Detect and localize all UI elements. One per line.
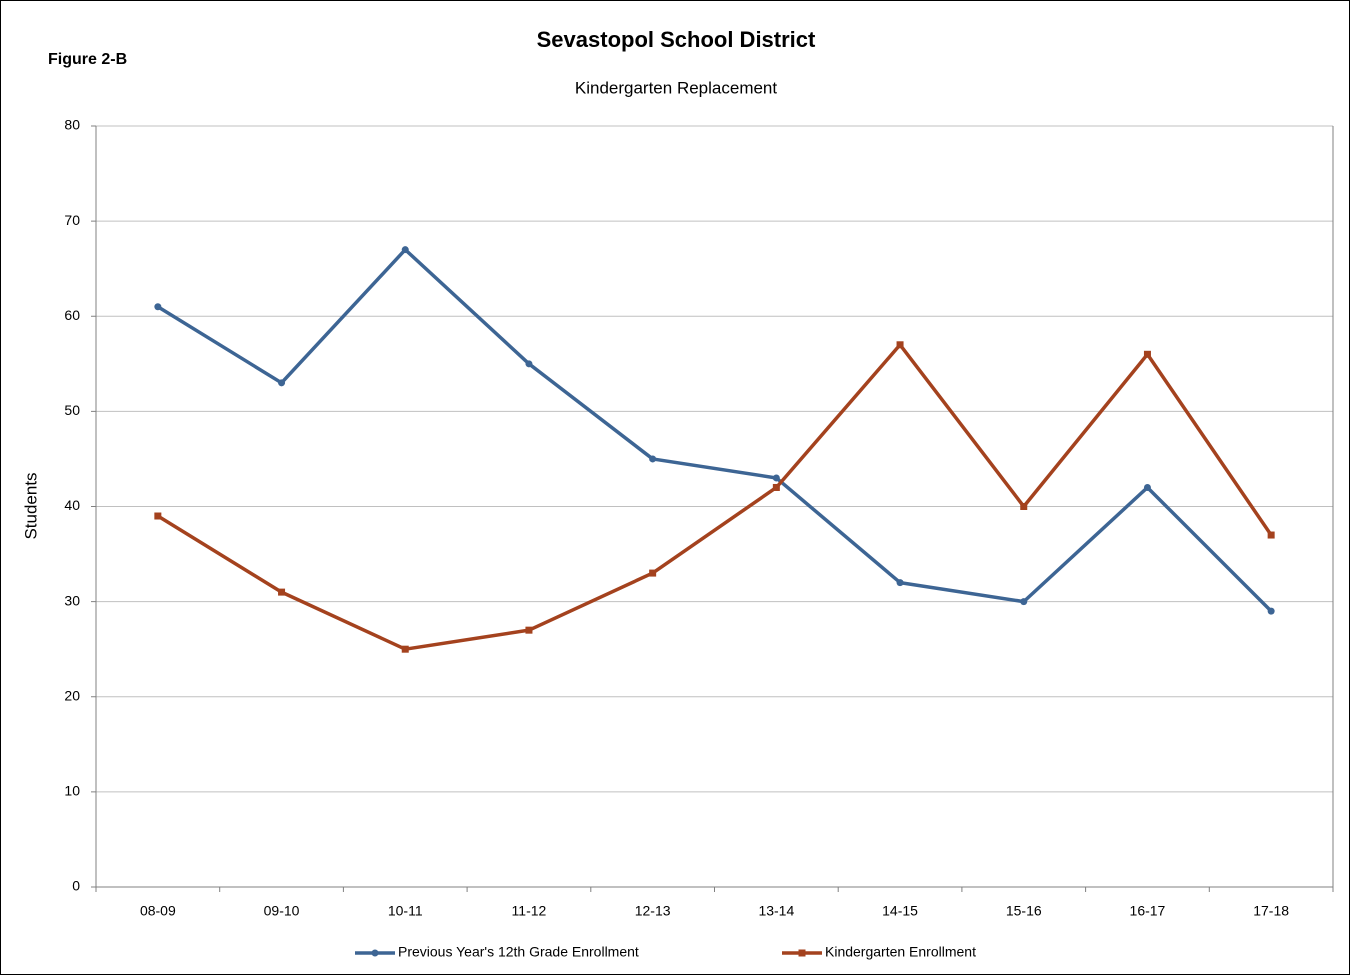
marker <box>649 569 657 577</box>
y-tick-label: 60 <box>64 307 80 323</box>
x-tick-label: 17-18 <box>1253 903 1289 919</box>
y-tick-label: 50 <box>64 402 80 418</box>
marker <box>798 949 806 957</box>
marker <box>772 483 780 491</box>
y-axis-label: Students <box>21 472 40 539</box>
marker <box>1267 531 1275 539</box>
y-tick-label: 0 <box>72 878 80 894</box>
marker <box>154 512 162 520</box>
x-tick-label: 09-10 <box>264 903 300 919</box>
marker <box>525 626 533 634</box>
y-tick-label: 80 <box>64 117 80 133</box>
x-tick-label: 14-15 <box>882 903 918 919</box>
series-line <box>156 343 1273 651</box>
marker <box>278 588 286 596</box>
marker <box>371 949 379 957</box>
x-tick-label: 15-16 <box>1006 903 1042 919</box>
y-tick-label: 20 <box>64 687 80 703</box>
x-tick-label: 10-11 <box>388 903 423 919</box>
x-tick-label: 11-12 <box>512 903 547 919</box>
marker <box>1267 607 1275 615</box>
marker <box>401 645 409 653</box>
marker <box>525 360 533 368</box>
x-tick-label: 12-13 <box>635 903 671 919</box>
series-line <box>156 247 1273 613</box>
marker <box>772 474 780 482</box>
marker <box>401 246 409 254</box>
marker <box>1143 483 1151 491</box>
chart-title: Sevastopol School District <box>537 27 816 52</box>
figure-label: Figure 2-B <box>48 51 127 68</box>
legend-label: Previous Year's 12th Grade Enrollment <box>398 944 639 960</box>
chart-subtitle: Kindergarten Replacement <box>575 78 778 97</box>
marker <box>1143 350 1151 358</box>
marker <box>1020 598 1028 606</box>
marker <box>278 379 286 387</box>
x-tick-label: 08-09 <box>140 903 176 919</box>
marker <box>1020 503 1028 510</box>
marker <box>896 579 904 587</box>
x-tick-label: 13-14 <box>758 903 794 919</box>
marker <box>896 341 904 349</box>
marker <box>649 455 657 463</box>
y-tick-label: 30 <box>64 592 80 608</box>
marker <box>154 303 162 311</box>
legend-label: Kindergarten Enrollment <box>825 944 976 960</box>
y-tick-label: 70 <box>64 212 80 228</box>
x-tick-label: 16-17 <box>1130 903 1166 919</box>
y-tick-label: 40 <box>64 497 80 513</box>
y-tick-label: 10 <box>64 783 80 799</box>
